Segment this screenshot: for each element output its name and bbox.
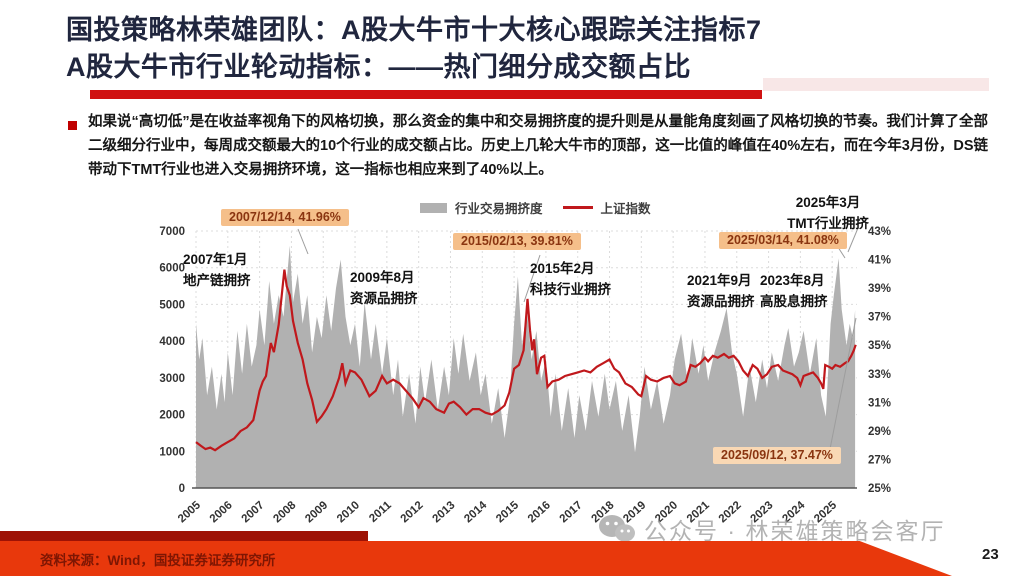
svg-text:2005: 2005 (176, 499, 203, 525)
area-series (196, 245, 856, 488)
svg-text:2000: 2000 (159, 410, 185, 422)
event-label-2009: 2009年8月 资源品拥挤 (350, 270, 418, 306)
wechat-icon (599, 515, 635, 542)
bullet-square-icon (68, 121, 77, 130)
svg-text:3000: 3000 (159, 373, 185, 385)
svg-text:41%: 41% (868, 255, 891, 267)
callout-2015-peak: 2015/02/13, 39.81% (453, 233, 581, 250)
svg-text:2011: 2011 (367, 499, 394, 525)
svg-text:2016: 2016 (526, 499, 553, 525)
footer-red-bar (0, 541, 952, 576)
svg-text:5000: 5000 (159, 299, 185, 311)
body-paragraph: 如果说“高切低”是在收益率视角下的风格切换，那么资金的集中和交易拥挤度的提升则是… (88, 114, 988, 178)
page-title: 国投策略林荣雄团队：A股大牛市十大核心跟踪关注指标7 A股大牛市行业轮动指标：—… (66, 12, 762, 86)
callout-2025-peak: 2025/03/14, 41.08% (719, 232, 847, 249)
svg-text:2009: 2009 (303, 499, 330, 525)
event-label-2015: 2015年2月 科技行业拥挤 (530, 261, 611, 297)
event-label-2007: 2007年1月 地产链拥挤 (183, 252, 251, 288)
svg-text:0: 0 (179, 483, 185, 495)
page-number: 23 (982, 546, 999, 563)
svg-text:25%: 25% (868, 483, 891, 495)
line-swatch-icon (562, 206, 593, 209)
event-label-2023: 2023年8月 高股息拥挤 (760, 273, 828, 309)
svg-text:2006: 2006 (208, 499, 235, 525)
svg-text:33%: 33% (868, 369, 891, 381)
svg-text:2012: 2012 (399, 499, 426, 525)
decorative-pink-strip (763, 78, 989, 91)
svg-text:2008: 2008 (271, 499, 298, 525)
svg-text:35%: 35% (868, 340, 891, 352)
svg-text:39%: 39% (868, 283, 891, 295)
title-line1: 国投策略林荣雄团队：A股大牛市十大核心跟踪关注指标7 (66, 15, 762, 45)
watermark: 公众号 · 林荣雄策略会客厅 (597, 512, 945, 546)
svg-text:7000: 7000 (159, 226, 185, 238)
source-attribution: 资料来源：Wind，国投证券证券研究所 (40, 553, 276, 568)
event-label-2025: 2025年3月 TMT行业拥挤 (787, 195, 869, 231)
svg-text:31%: 31% (868, 397, 891, 409)
svg-text:2015: 2015 (494, 499, 521, 525)
svg-text:2007: 2007 (240, 499, 267, 525)
watermark-text: 公众号 · 林荣雄策略会客厅 (644, 518, 946, 544)
svg-text:2017: 2017 (558, 499, 585, 525)
svg-text:1000: 1000 (159, 446, 185, 458)
svg-text:27%: 27% (868, 454, 891, 466)
svg-text:2014: 2014 (462, 499, 489, 525)
svg-text:6000: 6000 (159, 263, 185, 275)
area-swatch-icon (420, 202, 447, 213)
footer-dark-strip (0, 531, 368, 542)
svg-text:4000: 4000 (159, 336, 185, 348)
title-underline-bar (90, 90, 762, 99)
callout-2007-peak: 2007/12/14, 41.96% (221, 209, 349, 226)
svg-text:29%: 29% (868, 426, 891, 438)
legend-label-area: 行业交易拥挤度 (455, 202, 543, 216)
chart-legend: 行业交易拥挤度 上证指数 (420, 198, 651, 217)
callout-2025-sep: 2025/09/12, 37.47% (713, 447, 841, 464)
event-label-2021: 2021年9月 资源品拥挤 (687, 273, 755, 309)
legend-label-line: 上证指数 (600, 202, 651, 216)
svg-text:2010: 2010 (335, 499, 362, 525)
svg-text:43%: 43% (868, 226, 891, 238)
svg-text:2013: 2013 (430, 499, 457, 525)
line-series (195, 269, 857, 452)
svg-text:37%: 37% (868, 312, 891, 324)
title-line2: A股大牛市行业轮动指标：——热门细分成交额占比 (66, 52, 691, 82)
